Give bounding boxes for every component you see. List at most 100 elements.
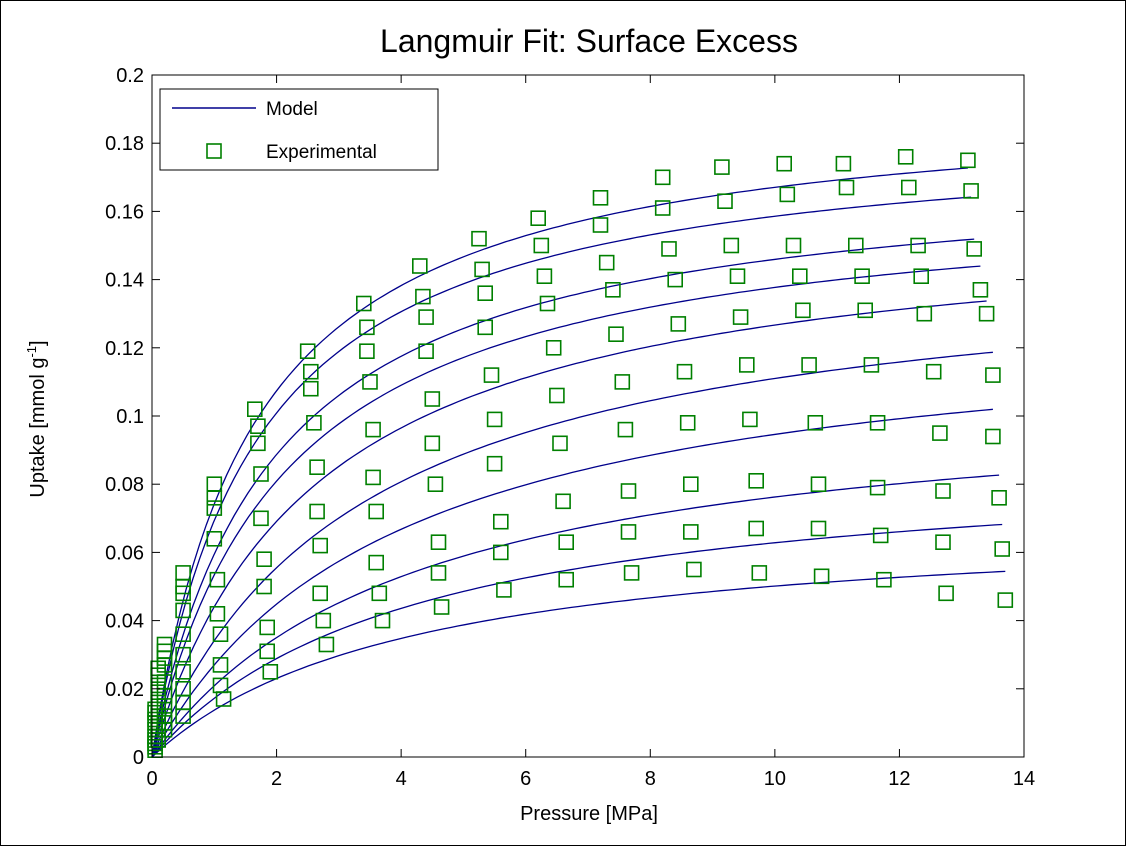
experimental-point (654, 169, 671, 186)
plot-area (147, 75, 1024, 759)
experimental-point (925, 363, 942, 380)
experimental-point (598, 254, 615, 271)
y-tick-label: 0.06 (105, 542, 144, 564)
experimental-point (302, 380, 319, 397)
experimental-point (667, 271, 684, 288)
y-tick-label: 0.08 (105, 474, 144, 496)
experimental-point (247, 401, 263, 418)
experimental-point (605, 281, 621, 298)
axis-ticks: 0 2 4 6 8 10 12 14 0 0.02 0.04 0.06 0.08 0.1 0.12 0.14 0… (105, 65, 1035, 790)
experimental-point (558, 534, 575, 551)
experimental-point (299, 343, 316, 360)
experimental-point (654, 200, 671, 216)
y-tick-label: 0.16 (105, 201, 144, 223)
experimental-point (791, 268, 808, 285)
experimental-point (206, 500, 223, 516)
experimental-point (536, 268, 553, 285)
experimental-point (477, 285, 494, 302)
experimental-point (661, 241, 677, 257)
experimental-point (938, 585, 954, 602)
experimental-point (477, 319, 494, 336)
chart-title: Langmuir Fit: Surface Excess (380, 23, 798, 59)
y-tick-label: 0.02 (105, 679, 144, 701)
experimental-point (869, 414, 886, 431)
experimental-point (212, 657, 229, 673)
experimental-point (175, 663, 191, 680)
legend-label-model: Model (266, 99, 318, 120)
experimental-point (262, 663, 279, 680)
x-tick-label: 2 (271, 768, 282, 790)
y-axis-label: Uptake [mmol g-1] (24, 340, 49, 497)
experimental-point (876, 571, 892, 588)
experimental-point (960, 152, 976, 169)
experimental-point (997, 592, 1014, 608)
experimental-point (156, 698, 173, 714)
experimental-point (985, 367, 1001, 383)
experimental-point (549, 387, 565, 404)
experimental-point (259, 619, 276, 636)
experimental-point (723, 237, 740, 254)
experimental-point (309, 459, 325, 476)
experimental-point (676, 363, 693, 380)
experimental-point (732, 309, 749, 325)
experimental-point (751, 565, 768, 581)
model-curve-9 (151, 523, 1003, 758)
y-tick-label: 0.12 (105, 338, 144, 360)
experimental-point (175, 646, 191, 663)
experimental-point (250, 435, 266, 452)
experimental-point (916, 305, 933, 322)
x-tick-label: 10 (764, 768, 786, 790)
model-curve-5 (151, 300, 987, 758)
experimental-point (368, 554, 385, 571)
experimental-point (670, 316, 687, 332)
experimental-point (492, 513, 509, 530)
y-tick-label: 0.18 (105, 133, 144, 155)
experimental-point (253, 510, 269, 527)
experimental-point (935, 534, 951, 551)
experimental-point (156, 657, 173, 673)
experimental-point (315, 612, 332, 629)
experimental-point (424, 435, 441, 452)
experimental-point (427, 476, 444, 493)
experimental-point (807, 414, 824, 431)
experimental-point (256, 551, 272, 568)
experimental-point (206, 489, 223, 506)
experimental-point (256, 578, 272, 595)
legend-experimental-marker (206, 143, 222, 159)
experimental-point (368, 503, 385, 520)
experimental-point (306, 414, 322, 431)
experimental-point (250, 418, 266, 435)
experimental-point (318, 636, 335, 653)
experimental-point (717, 193, 733, 209)
experimental-point (623, 565, 640, 581)
experimental-point (156, 721, 173, 738)
model-curve-2 (151, 196, 972, 758)
x-tick-label: 14 (1013, 768, 1035, 790)
experimental-point (483, 367, 500, 383)
x-axis-label: Pressure [MPa] (520, 803, 658, 825)
experimental-point (411, 258, 428, 274)
experimental-point (175, 626, 191, 643)
experimental-point (932, 425, 948, 441)
experimental-point (686, 561, 702, 578)
y-tick-label: 0.14 (105, 270, 144, 292)
experimental-point (748, 520, 765, 537)
experimental-point (795, 302, 811, 319)
experimental-point (175, 602, 191, 619)
model-curve-4 (151, 265, 981, 758)
experimental-point (897, 149, 914, 165)
experimental-point (156, 687, 173, 704)
experimental-point (810, 476, 827, 493)
experimental-point (209, 571, 226, 588)
x-tick-label: 6 (520, 768, 531, 790)
experimental-point (212, 626, 229, 643)
experimental-point (355, 295, 372, 312)
experimental-point (738, 357, 755, 373)
experimental-point (418, 343, 434, 360)
experimental-point (365, 421, 381, 438)
experimental-point (215, 691, 232, 707)
experimental-point (312, 537, 329, 554)
experimental-point (620, 524, 637, 540)
experimental-point (617, 421, 634, 438)
